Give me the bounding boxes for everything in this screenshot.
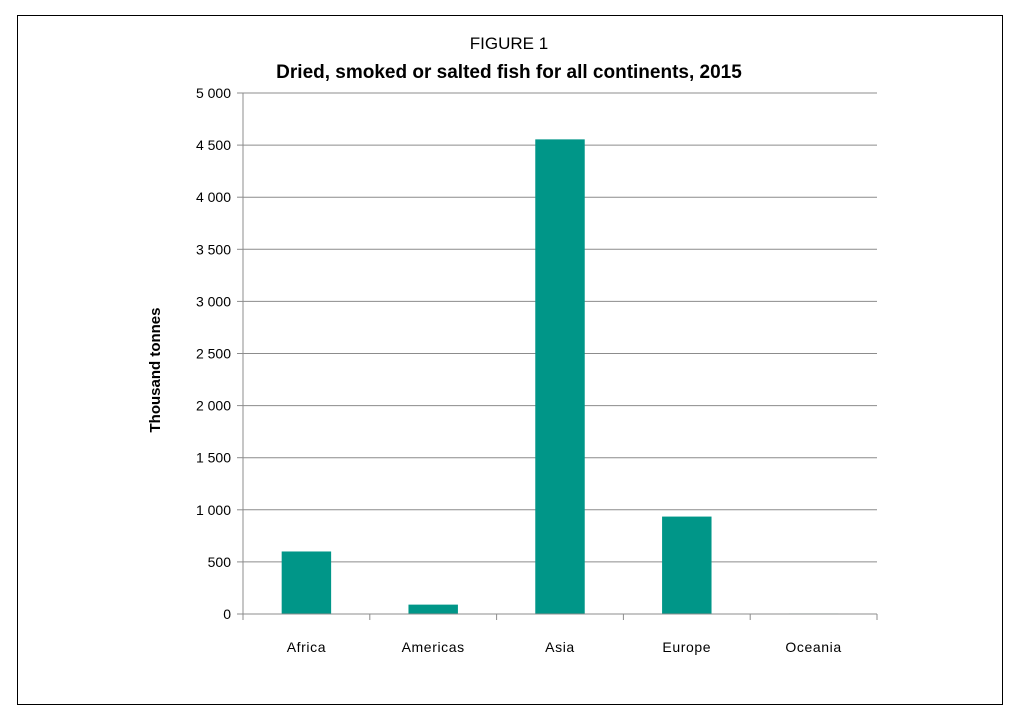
- y-tick-label: 2 000: [196, 398, 231, 414]
- y-tick-label: 1 500: [196, 450, 231, 466]
- x-tick-label: Americas: [402, 639, 465, 655]
- chart-subtitle: Dried, smoked or salted fish for all con…: [276, 62, 742, 83]
- bar-africa: [281, 551, 332, 614]
- y-tick-label: 3 000: [196, 293, 231, 309]
- y-tick-label: 1 000: [196, 502, 231, 518]
- bar-chart: FIGURE 1 Dried, smoked or salted fish fo…: [147, 34, 878, 655]
- x-tick-label: Asia: [545, 639, 575, 655]
- x-tick-label: Europe: [662, 639, 711, 655]
- y-tick-label: 4 500: [196, 137, 231, 153]
- chart-title: FIGURE 1: [470, 34, 548, 53]
- bar-americas: [408, 604, 458, 614]
- y-tick-label: 2 500: [196, 346, 231, 362]
- axes: [237, 92, 878, 620]
- y-tick-label: 500: [208, 554, 232, 570]
- y-tick-label: 5 000: [196, 85, 231, 101]
- y-tick-label: 4 000: [196, 189, 231, 205]
- x-tick-labels: Africa Americas Asia Europe Oceania: [287, 639, 841, 655]
- bar-europe: [662, 516, 712, 614]
- x-tick-label: Africa: [287, 639, 326, 655]
- y-axis-label: Thousand tonnes: [147, 308, 164, 433]
- y-tick-labels: 0 500 1 000 1 500 2 000 2 500 3 000 3 500 4 000 4…: [196, 85, 231, 622]
- bar-asia: [535, 139, 585, 614]
- y-tick-label: 3 500: [196, 241, 231, 257]
- y-tick-label: 0: [223, 606, 231, 622]
- x-tick-label: Oceania: [785, 639, 841, 655]
- bars: [281, 139, 839, 614]
